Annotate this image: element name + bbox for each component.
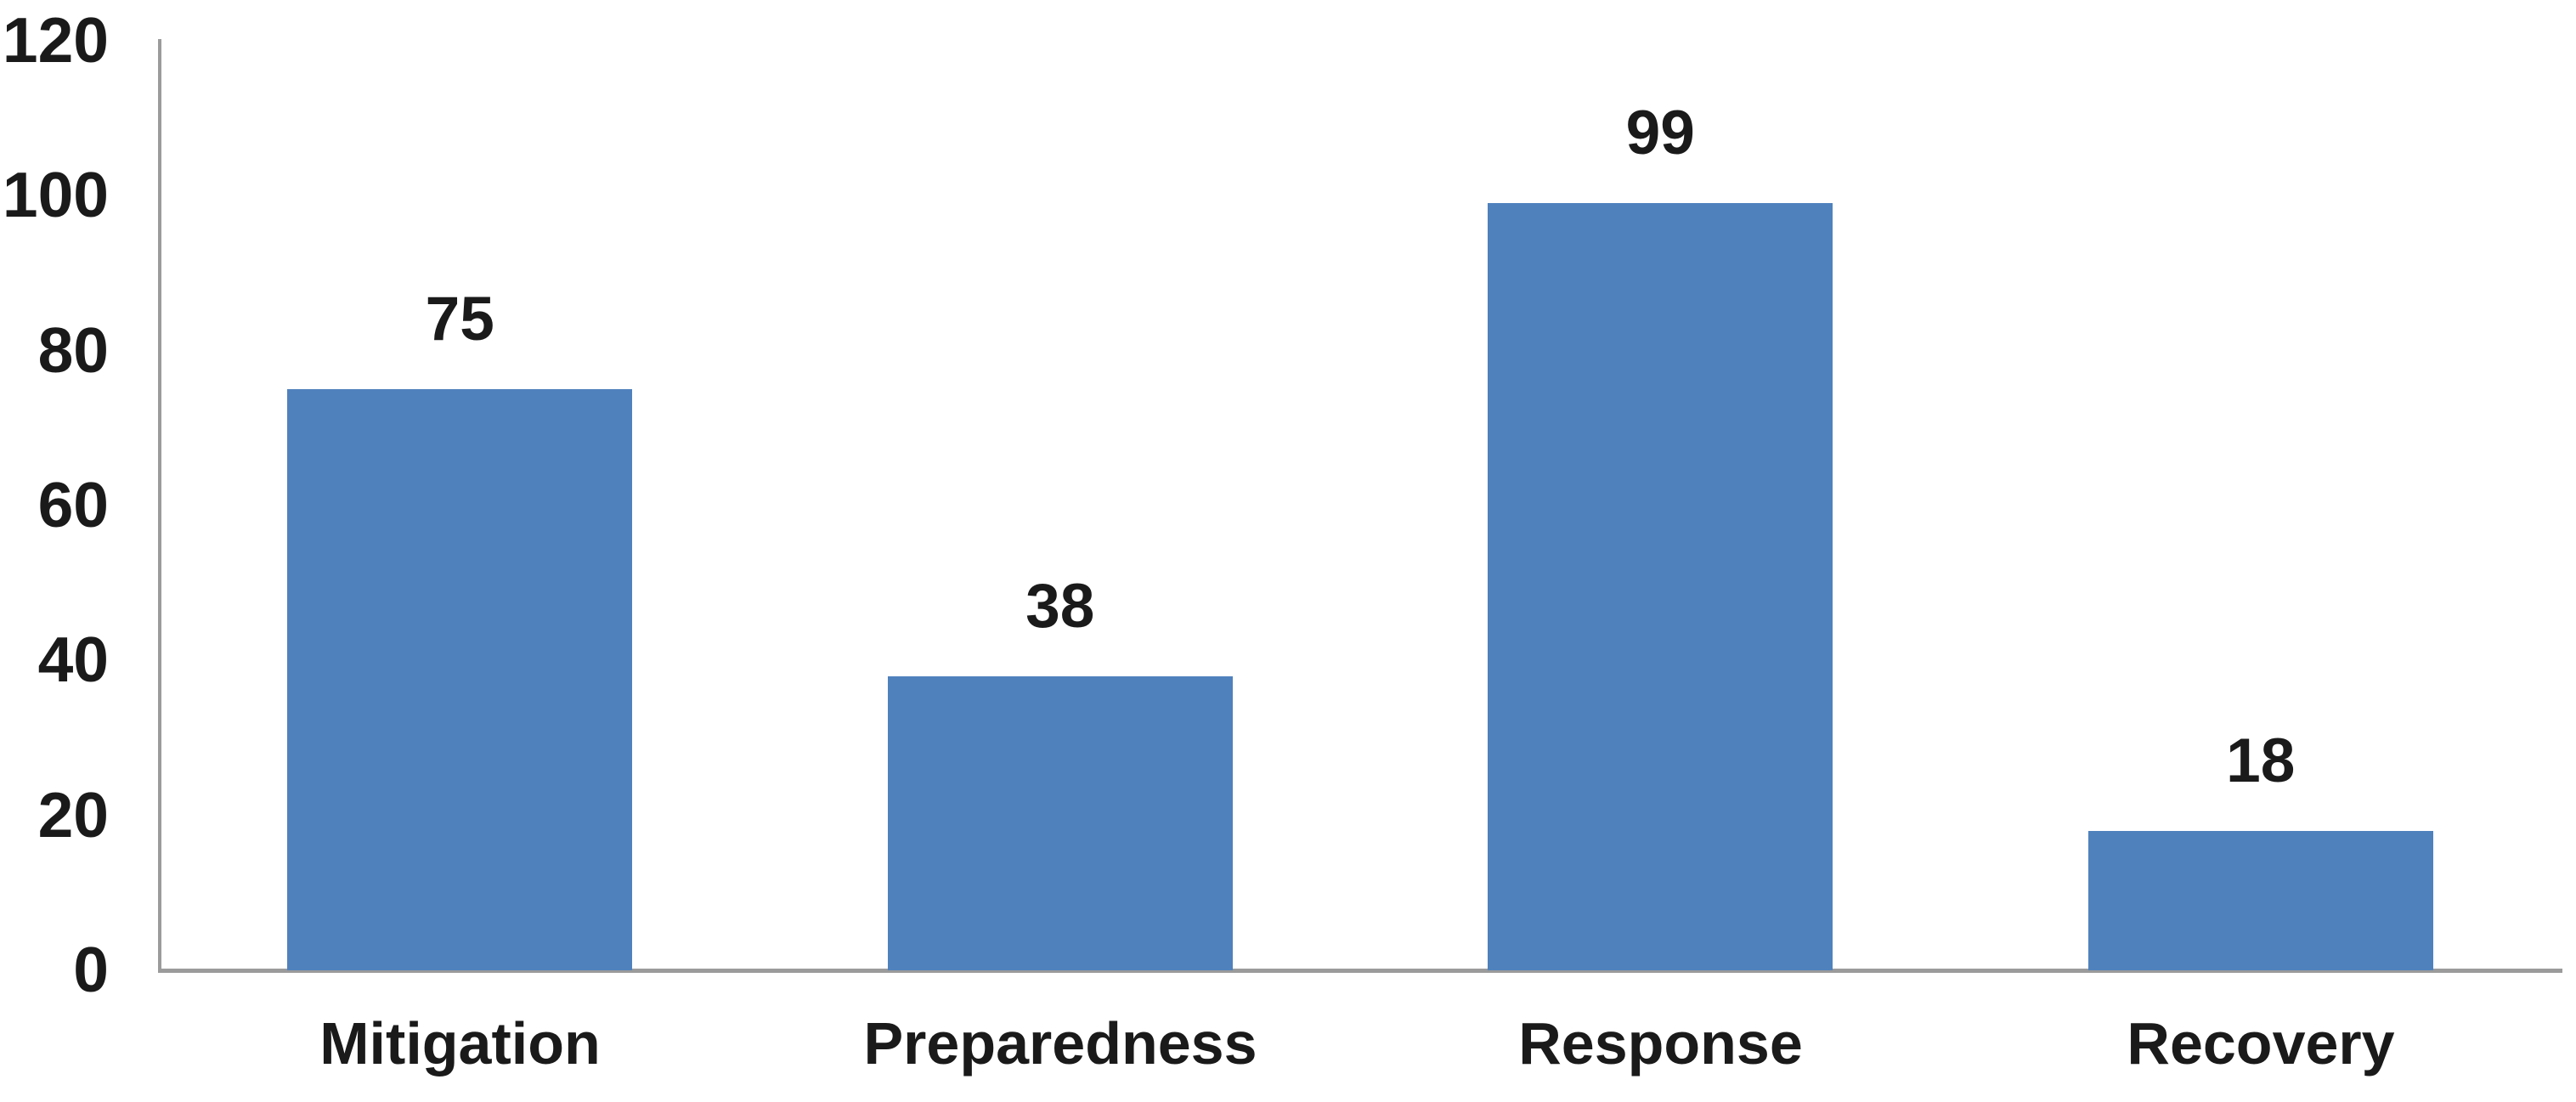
y-tick-label-60: 60 (37, 469, 109, 540)
y-tick-label-40: 40 (37, 624, 109, 696)
y-tick-label-0: 0 (73, 934, 109, 1005)
bar-value-label-recovery: 18 (2226, 726, 2296, 795)
y-tick-label-80: 80 (37, 314, 109, 386)
x-category-label-mitigation: Mitigation (319, 1010, 601, 1077)
bar-recovery (2087, 830, 2433, 970)
y-tick-label-20: 20 (37, 778, 109, 851)
x-category-label-recovery: Recovery (2127, 1010, 2395, 1077)
y-axis-line (158, 39, 161, 972)
x-category-label-preparedness: Preparedness (863, 1010, 1257, 1077)
bar-mitigation (287, 389, 633, 970)
bar-preparedness (887, 675, 1233, 970)
y-tick-label-100: 100 (2, 159, 109, 231)
bar-value-label-preparedness: 38 (1025, 571, 1095, 641)
bar-response (1488, 203, 1833, 970)
bar-value-label-response: 99 (1625, 99, 1695, 168)
y-tick-label-120: 120 (2, 4, 109, 76)
x-axis-line (158, 969, 2562, 973)
x-category-label-response: Response (1518, 1010, 1803, 1077)
bar-value-label-mitigation: 75 (425, 285, 494, 354)
